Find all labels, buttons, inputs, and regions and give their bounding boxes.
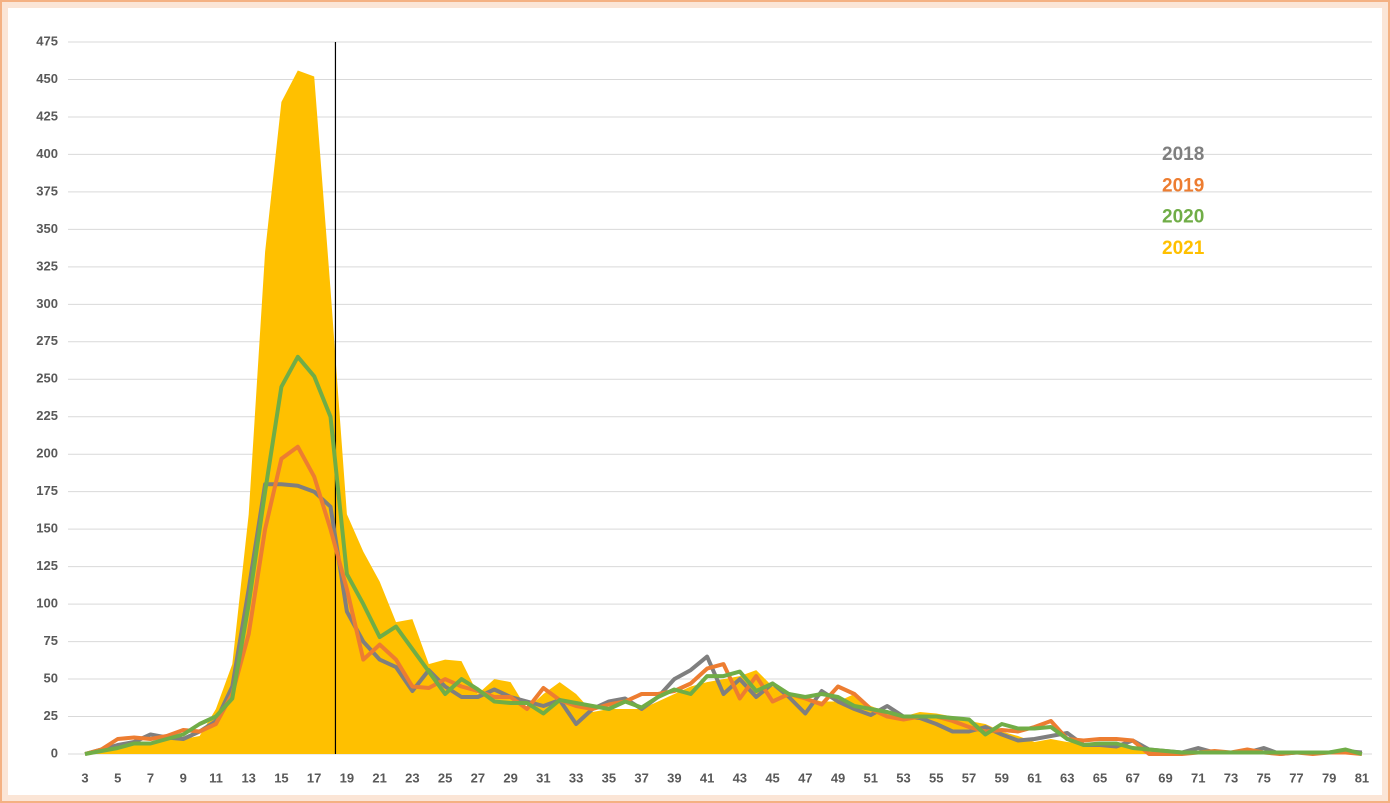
x-tick-label: 65 [1093,770,1107,785]
x-tick-label: 11 [209,770,223,785]
x-tick-label: 19 [340,770,354,785]
x-tick-label: 13 [241,770,255,785]
x-tick-label: 73 [1224,770,1238,785]
x-tick-label: 9 [180,770,187,785]
x-tick-label: 63 [1060,770,1074,785]
legend-entry: 2021 [1162,238,1205,259]
y-tick-label: 325 [36,258,58,273]
x-tick-label: 35 [602,770,616,785]
x-tick-label: 3 [81,770,88,785]
y-tick-label: 0 [51,745,58,760]
x-tick-label: 27 [471,770,485,785]
x-tick-label: 33 [569,770,583,785]
line [84,354,1363,756]
x-tick-label: 77 [1289,770,1303,785]
y-tick-label: 225 [36,408,58,423]
x-tick-label: 21 [372,770,386,785]
y-tick-label: 425 [36,108,58,123]
y-tick-label: 300 [36,296,58,311]
x-tick-label: 75 [1256,770,1270,785]
y-tick-label: 475 [36,33,58,48]
y-tick-label: 250 [36,371,58,386]
x-tick-label: 39 [667,770,681,785]
x-tick-label: 29 [503,770,517,785]
x-tick-label: 57 [962,770,976,785]
x-tick-label: 61 [1027,770,1041,785]
x-tick-label: 43 [733,770,747,785]
y-tick-label: 75 [44,633,58,648]
x-tick-label: 47 [798,770,812,785]
y-tick-label: 275 [36,333,58,348]
x-tick-label: 53 [896,770,910,785]
x-tick-label: 49 [831,770,845,785]
y-tick-label: 25 [44,708,58,723]
x-tick-label: 37 [634,770,648,785]
y-tick-label: 150 [36,521,58,536]
y-tick-label: 125 [36,558,58,573]
x-tick-label: 55 [929,770,943,785]
x-tick-label: 25 [438,770,452,785]
x-tick-label: 5 [114,770,121,785]
y-tick-label: 400 [36,146,58,161]
y-tick-label: 375 [36,183,58,198]
x-tick-label: 17 [307,770,321,785]
x-tick-label: 67 [1125,770,1139,785]
line [84,444,1363,756]
x-tick-label: 45 [765,770,779,785]
y-tick-label: 50 [44,670,58,685]
y-tick-label: 175 [36,483,58,498]
y-tick-label: 450 [36,71,58,86]
x-tick-label: 59 [995,770,1009,785]
legend-entry: 2019 [1162,175,1204,196]
x-tick-label: 81 [1355,770,1369,785]
y-tick-label: 350 [36,221,58,236]
legend-entry: 2018 [1162,144,1204,165]
y-tick-label: 100 [36,596,58,611]
x-tick-label: 23 [405,770,419,785]
x-tick-label: 15 [274,770,288,785]
x-tick-label: 31 [536,770,550,785]
y-tick-label: 200 [36,446,58,461]
x-tick-label: 51 [864,770,878,785]
legend-entry: 2020 [1162,207,1204,228]
x-tick-label: 79 [1322,770,1336,785]
x-tick-label: 41 [700,770,714,785]
x-tick-label: 69 [1158,770,1172,785]
x-tick-label: 71 [1191,770,1205,785]
x-tick-label: 7 [147,770,154,785]
